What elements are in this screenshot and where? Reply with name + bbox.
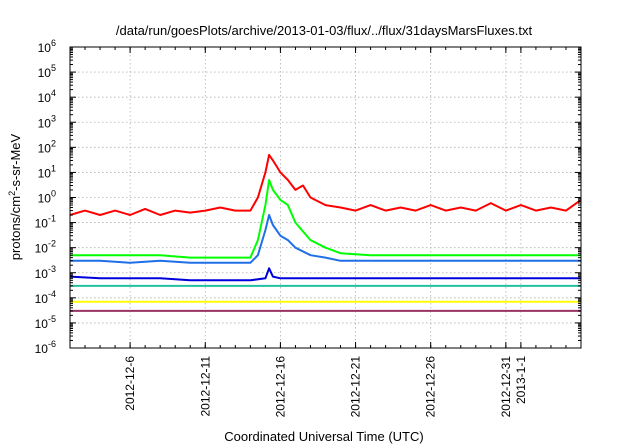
x-axis-title: Coordinated Universal Time (UTC) <box>224 429 423 444</box>
y-tick-label: 10-2 <box>35 239 56 256</box>
series-line <box>69 267 581 282</box>
y-tick-label-base: 10 <box>35 342 49 356</box>
series-layer <box>69 153 582 312</box>
y-tick-label-base: 10 <box>38 192 52 206</box>
y-tick-label: 10-1 <box>35 214 56 231</box>
x-tick-label: 2013-1-1 <box>514 356 528 404</box>
y-tick-label-exp: -2 <box>48 239 56 249</box>
y-axis-title: protons/cm2-s-sr-MeV <box>7 133 23 260</box>
y-tick-label-base: 10 <box>38 91 52 105</box>
y-axis: 10-610-510-410-310-210-11001011021031041… <box>35 38 581 356</box>
y-tick-label-exp: -4 <box>48 289 56 299</box>
y-tick-label: 100 <box>38 189 56 206</box>
y-tick-label: 10-5 <box>35 314 56 331</box>
x-axis: 2012-12-6 2012-12-11 2012-12-16 2012-12-21 2… <box>69 47 582 418</box>
y-axis-title-rest: -s-sr-MeV <box>8 133 23 190</box>
y-tick-label-base: 10 <box>38 116 52 130</box>
y-axis-title-sup: 2 <box>7 191 17 196</box>
y-tick-label-base: 10 <box>35 292 49 306</box>
x-tick-label: 2012-12-11 <box>198 356 212 417</box>
grid <box>70 47 581 348</box>
y-tick-label-exp: 3 <box>51 113 56 123</box>
y-tick-label: 104 <box>38 88 56 105</box>
y-tick-label-exp: 4 <box>51 88 56 98</box>
x-tick-label: 2012-12-6 <box>123 356 137 411</box>
series-line <box>70 214 581 264</box>
y-tick-label: 10-4 <box>35 289 56 306</box>
y-tick-label-base: 10 <box>35 317 49 331</box>
y-tick-label-base: 10 <box>38 166 52 180</box>
y-tick-label-exp: -3 <box>48 264 56 274</box>
y-tick-label: 103 <box>38 113 56 130</box>
y-tick-label-exp: 6 <box>51 38 56 48</box>
y-tick-label-exp: 2 <box>51 138 56 148</box>
y-tick-label-base: 10 <box>38 66 52 80</box>
x-tick-label: 2012-12-21 <box>349 356 363 418</box>
y-tick-label: 106 <box>38 38 56 55</box>
y-tick-label-exp: 0 <box>51 189 56 199</box>
x-tick-label: 2012-12-26 <box>424 356 438 418</box>
y-tick-label-base: 10 <box>38 41 52 55</box>
y-tick-label-base: 10 <box>38 141 52 155</box>
y-tick-label-base: 10 <box>35 242 49 256</box>
y-axis-title-base: protons/cm <box>8 196 23 260</box>
y-tick-label-exp: -6 <box>48 339 56 349</box>
y-tick-label: 10-3 <box>35 264 56 281</box>
series-line <box>69 153 582 216</box>
series-line <box>70 179 581 259</box>
y-tick-label-exp: 1 <box>51 163 56 173</box>
x-tick-label: 2012-12-31 <box>499 356 513 418</box>
y-tick-label: 10-6 <box>35 339 56 356</box>
y-tick-label: 102 <box>38 138 56 155</box>
y-tick-label: 101 <box>38 163 56 180</box>
y-tick-label: 105 <box>38 63 56 80</box>
y-tick-label-base: 10 <box>35 217 49 231</box>
chart-title: /data/run/goesPlots/archive/2013-01-03/f… <box>116 23 533 38</box>
x-tick-label: 2012-12-16 <box>273 356 287 418</box>
y-tick-label-exp: 5 <box>51 63 56 73</box>
y-tick-label-exp: -5 <box>48 314 56 324</box>
y-tick-label-base: 10 <box>35 267 49 281</box>
y-tick-label-exp: -1 <box>48 214 56 224</box>
